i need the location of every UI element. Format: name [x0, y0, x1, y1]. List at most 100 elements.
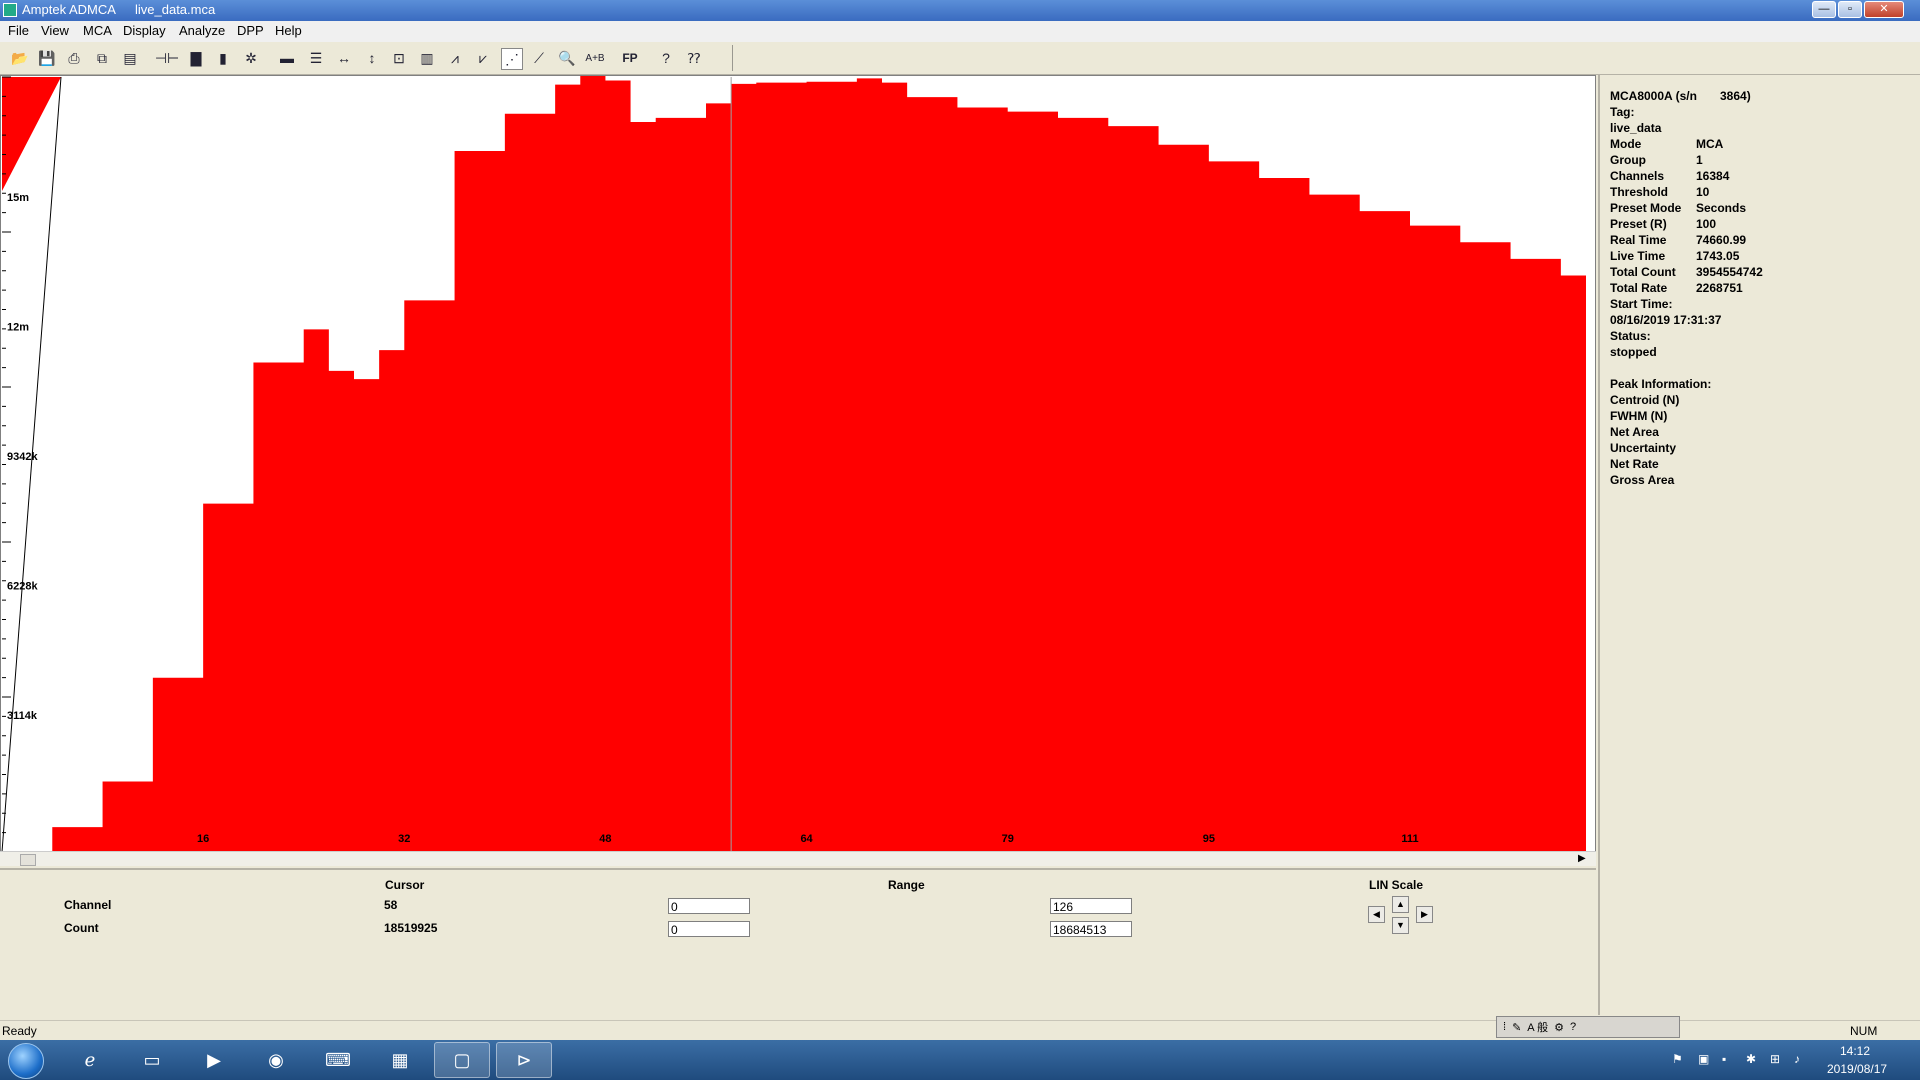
ime-tools-icon[interactable]: ⚙ [1554, 1021, 1564, 1034]
info-label: Live Time [1610, 249, 1666, 263]
clock-time[interactable]: 14:12 [1840, 1044, 1871, 1058]
menu-file[interactable]: File [8, 23, 29, 38]
overflow-wedge [2, 77, 61, 191]
info-label: Tag: [1610, 105, 1635, 119]
tray-bluetooth-icon[interactable]: ✱ [1746, 1052, 1757, 1066]
bar-icon[interactable]: ▥ [420, 49, 434, 66]
info-value: MCA [1696, 137, 1724, 151]
minimize-button[interactable]: — [1812, 1, 1836, 18]
info-value: 2268751 [1696, 281, 1743, 295]
log-scale-icon[interactable]: ⋰ [501, 48, 523, 70]
range-header: Range [888, 878, 925, 892]
close-button[interactable]: ✕ [1864, 1, 1904, 18]
peak-search-icon[interactable]: ⩗ [479, 49, 487, 66]
title-bar: Amptek ADMCA live_data.mca — ▫ ✕ [0, 0, 1920, 21]
x-tick-label: 64 [800, 833, 813, 845]
spectrum-plot[interactable]: 15m 12m 9342k 6228k 3114k 16 32 48 64 79 95 111 [0, 75, 1596, 860]
tray-flag-icon[interactable]: ⚑ [1672, 1052, 1683, 1066]
maximize-button[interactable]: ▫ [1838, 1, 1862, 18]
scale-left-button[interactable]: ◀ [1368, 906, 1385, 923]
clock-date[interactable]: 2019/08/17 [1827, 1062, 1888, 1076]
scale-right-button[interactable]: ▶ [1416, 906, 1433, 923]
horizontal-scrollbar[interactable]: ▶ [0, 851, 1596, 866]
copy-icon[interactable]: ⧉ [97, 49, 107, 66]
info-label: Net Area [1610, 425, 1659, 439]
tray-gpu-icon[interactable]: ▪ [1722, 1052, 1727, 1066]
menu-dpp[interactable]: DPP [237, 23, 264, 38]
info-value: 3954554742 [1696, 265, 1763, 279]
ime-pen-icon[interactable]: ✎ [1512, 1021, 1522, 1034]
x-tick-label: 111 [1401, 833, 1418, 845]
scrollbar-thumb[interactable] [20, 854, 36, 866]
window-icon[interactable]: ▢ [434, 1042, 490, 1078]
list-icon[interactable]: ☰ [309, 49, 323, 66]
save-icon[interactable]: 💾 [38, 49, 56, 66]
ime-mode-text[interactable]: A 般 [1527, 1022, 1549, 1034]
open-icon[interactable]: 📂 [11, 49, 29, 66]
menu-display[interactable]: Display [123, 23, 166, 38]
chrome-icon[interactable]: ◉ [268, 1049, 284, 1070]
x-tick-label: 16 [197, 833, 209, 845]
peaks-icon[interactable]: ⩘ [451, 49, 459, 66]
connect-icon[interactable]: ⊣⊢ [154, 49, 180, 66]
range-count-high-input[interactable]: 18684513 [1050, 921, 1132, 937]
start-button[interactable] [8, 1043, 44, 1079]
scale-down-button[interactable]: ▼ [1392, 917, 1409, 934]
ime-language-bar[interactable]: ⁞ ✎ A 般 ⚙ ? [1496, 1016, 1680, 1038]
ie-icon[interactable]: ℯ [84, 1049, 96, 1070]
count-label: Count [64, 921, 99, 935]
menu-mca[interactable]: MCA [83, 23, 112, 38]
media-player-icon[interactable]: ▶ [207, 1049, 221, 1070]
info-label: Total Rate [1610, 281, 1668, 295]
range-channel-low-input[interactable]: 0 [668, 898, 750, 914]
ab-icon[interactable]: A+B [585, 52, 605, 64]
menu-analyze[interactable]: Analyze [179, 23, 226, 38]
expand-vertical-icon[interactable]: ↕ [368, 50, 376, 66]
window-title-app: Amptek ADMCA [22, 2, 116, 17]
y-tick-label: 6228k [7, 580, 38, 592]
taskbar: ℯ ▭ ▶ ◉ ⌨ ▦ ▢ ⊳ ⚑ ▣ ▪ ✱ ⊞ ♪ 14:12 2019/0… [0, 1040, 1920, 1080]
print-icon[interactable]: ⎙ [68, 49, 80, 66]
info-value: 74660.99 [1696, 233, 1747, 247]
tray-network-icon[interactable]: ⊞ [1770, 1052, 1781, 1066]
explorer-icon[interactable]: ▭ [143, 1049, 161, 1070]
menu-help[interactable]: Help [275, 23, 302, 38]
info-value: 16384 [1696, 169, 1730, 183]
ime-help-icon[interactable]: ? [1569, 1021, 1577, 1033]
info-label: Status: [1610, 329, 1651, 343]
cursor-header: Cursor [385, 878, 425, 892]
expand-horizontal-icon[interactable]: ↔ [337, 50, 351, 66]
y-tick-label: 3114k [7, 710, 38, 722]
fit-icon[interactable]: ⟋ [534, 49, 544, 66]
zoom-icon[interactable]: 🔍 [558, 49, 576, 66]
info-label: Channels [1610, 169, 1665, 183]
context-help-icon[interactable]: ⁇ [687, 49, 701, 66]
admca-icon[interactable]: ⊳ [496, 1042, 552, 1078]
spectrum-icon[interactable]: ▬ [280, 50, 294, 66]
settings-icon[interactable]: ✲ [245, 49, 257, 66]
zoom-box-icon[interactable]: ⊡ [393, 49, 405, 66]
scale-up-button[interactable]: ▲ [1392, 896, 1409, 913]
network-app-icon[interactable]: ⌨ [325, 1049, 351, 1070]
fp-icon[interactable]: FP [622, 51, 638, 65]
acquire-icon[interactable]: ▇ [190, 49, 202, 66]
tray-volume-icon[interactable]: ♪ [1794, 1052, 1800, 1066]
tray-monitor-icon[interactable]: ▣ [1698, 1052, 1710, 1066]
x-tick-label: 79 [1002, 833, 1014, 845]
info-label: Gross Area [1610, 473, 1675, 487]
help-icon[interactable]: ? [662, 50, 670, 66]
battery-icon[interactable]: ▮ [219, 49, 227, 66]
info-label: Preset (R) [1610, 217, 1667, 231]
range-channel-high-input[interactable]: 126 [1050, 898, 1132, 914]
menu-view[interactable]: View [41, 23, 69, 38]
paste-icon[interactable]: ▤ [123, 49, 137, 66]
status-text: Ready [2, 1024, 37, 1038]
info-value: Seconds [1696, 201, 1747, 215]
x-tick-label: 48 [599, 833, 611, 845]
toolbox-icon[interactable]: ▦ [391, 1049, 409, 1070]
range-count-low-input[interactable]: 0 [668, 921, 750, 937]
spectrum-chart[interactable]: 15m 12m 9342k 6228k 3114k 16 32 48 64 79 95 111 [1, 76, 1596, 860]
info-value: 10 [1696, 185, 1710, 199]
scroll-right-arrow[interactable]: ▶ [1578, 853, 1586, 864]
info-value: 1743.05 [1696, 249, 1740, 263]
